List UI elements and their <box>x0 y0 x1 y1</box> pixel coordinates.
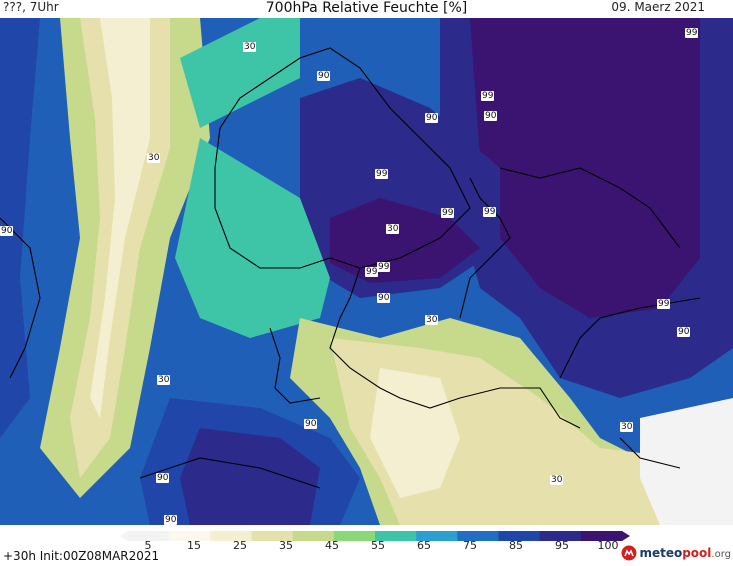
colorbar-tick-label: 75 <box>463 539 477 552</box>
colorbar-swatch <box>580 531 623 541</box>
contour-label: 30 <box>386 224 400 234</box>
contour-label: 30 <box>243 42 257 52</box>
contour-label: 90 <box>0 226 14 236</box>
colorbar-swatch <box>251 531 294 541</box>
colorbar-swatch <box>128 531 170 541</box>
colorbar-tick-label: 95 <box>555 539 569 552</box>
colorbar-swatch <box>210 531 252 541</box>
colorbar-swatch <box>539 531 582 541</box>
colorbar-tick-label: 100 <box>597 539 619 552</box>
colorbar-swatch <box>169 531 211 541</box>
humidity-field <box>0 18 733 525</box>
valid-date-label: 09. Maerz 2021 <box>611 0 705 14</box>
colorbar-tick-label: 25 <box>233 539 247 552</box>
colorbar-tip-right <box>622 531 630 541</box>
colorbar-tick-label: 35 <box>279 539 293 552</box>
colorbar-tick-label: 55 <box>371 539 385 552</box>
contour-label: 99 <box>685 28 699 38</box>
colorbar-tick-label: 45 <box>325 539 339 552</box>
meteopool-logo-text: meteopool.org <box>639 546 731 560</box>
contour-label: 99 <box>657 299 671 309</box>
colorbar-tick-label: 65 <box>417 539 431 552</box>
contour-label: 90 <box>164 515 178 525</box>
meteopool-logo[interactable]: meteopool.org <box>621 545 731 561</box>
contour-label: 30 <box>157 375 171 385</box>
coastlines <box>0 47 701 489</box>
contour-label: 90 <box>317 71 331 81</box>
valid-day-label: ???, 7Uhr <box>3 0 59 14</box>
legend-area: 5 15 25 35 45 55 65 75 85 95 100 +30h Init:00Z08MA… <box>0 525 733 566</box>
map-title: 700hPa Relative Feuchte [%] <box>265 0 468 16</box>
contour-label: 99 <box>441 208 455 218</box>
colorbar-swatch <box>457 531 499 541</box>
map-header: ???, 7Uhr 700hPa Relative Feuchte [%] 09… <box>0 0 733 18</box>
contour-label: 90 <box>425 113 439 123</box>
contour-label: 30 <box>425 315 439 325</box>
contour-label: 99 <box>481 91 495 101</box>
colorbar-tick-label: 85 <box>509 539 523 552</box>
contour-label: 99 <box>483 207 497 217</box>
colorbar-swatch <box>416 531 458 541</box>
colorbar-swatch <box>498 531 541 541</box>
humidity-map: 30 90 90 99 90 30 99 99 99 30 99 99 90 9… <box>0 18 733 525</box>
colorbar-tip-left <box>120 531 128 541</box>
contour-label: 30 <box>620 422 634 432</box>
colorbar-tick-label: 15 <box>187 539 201 552</box>
contour-label: 99 <box>377 262 391 272</box>
contour-label: 99 <box>365 267 379 277</box>
run-info: +30h Init:00Z08MAR2021 <box>3 549 160 563</box>
contour-label: 99 <box>375 169 389 179</box>
colorbar-swatch <box>292 531 335 541</box>
contour-label: 90 <box>377 293 391 303</box>
contour-label: 30 <box>550 475 564 485</box>
colorbar <box>120 531 630 541</box>
contour-label: 30 <box>147 153 161 163</box>
colorbar-tick-label: 5 <box>144 539 152 552</box>
colorbar-swatch <box>375 531 417 541</box>
contour-label: 90 <box>156 473 170 483</box>
colorbar-swatch <box>333 531 376 541</box>
meteopool-logo-icon <box>621 545 637 561</box>
contour-label: 90 <box>677 327 691 337</box>
contour-label: 90 <box>304 419 318 429</box>
contour-label: 90 <box>484 111 498 121</box>
